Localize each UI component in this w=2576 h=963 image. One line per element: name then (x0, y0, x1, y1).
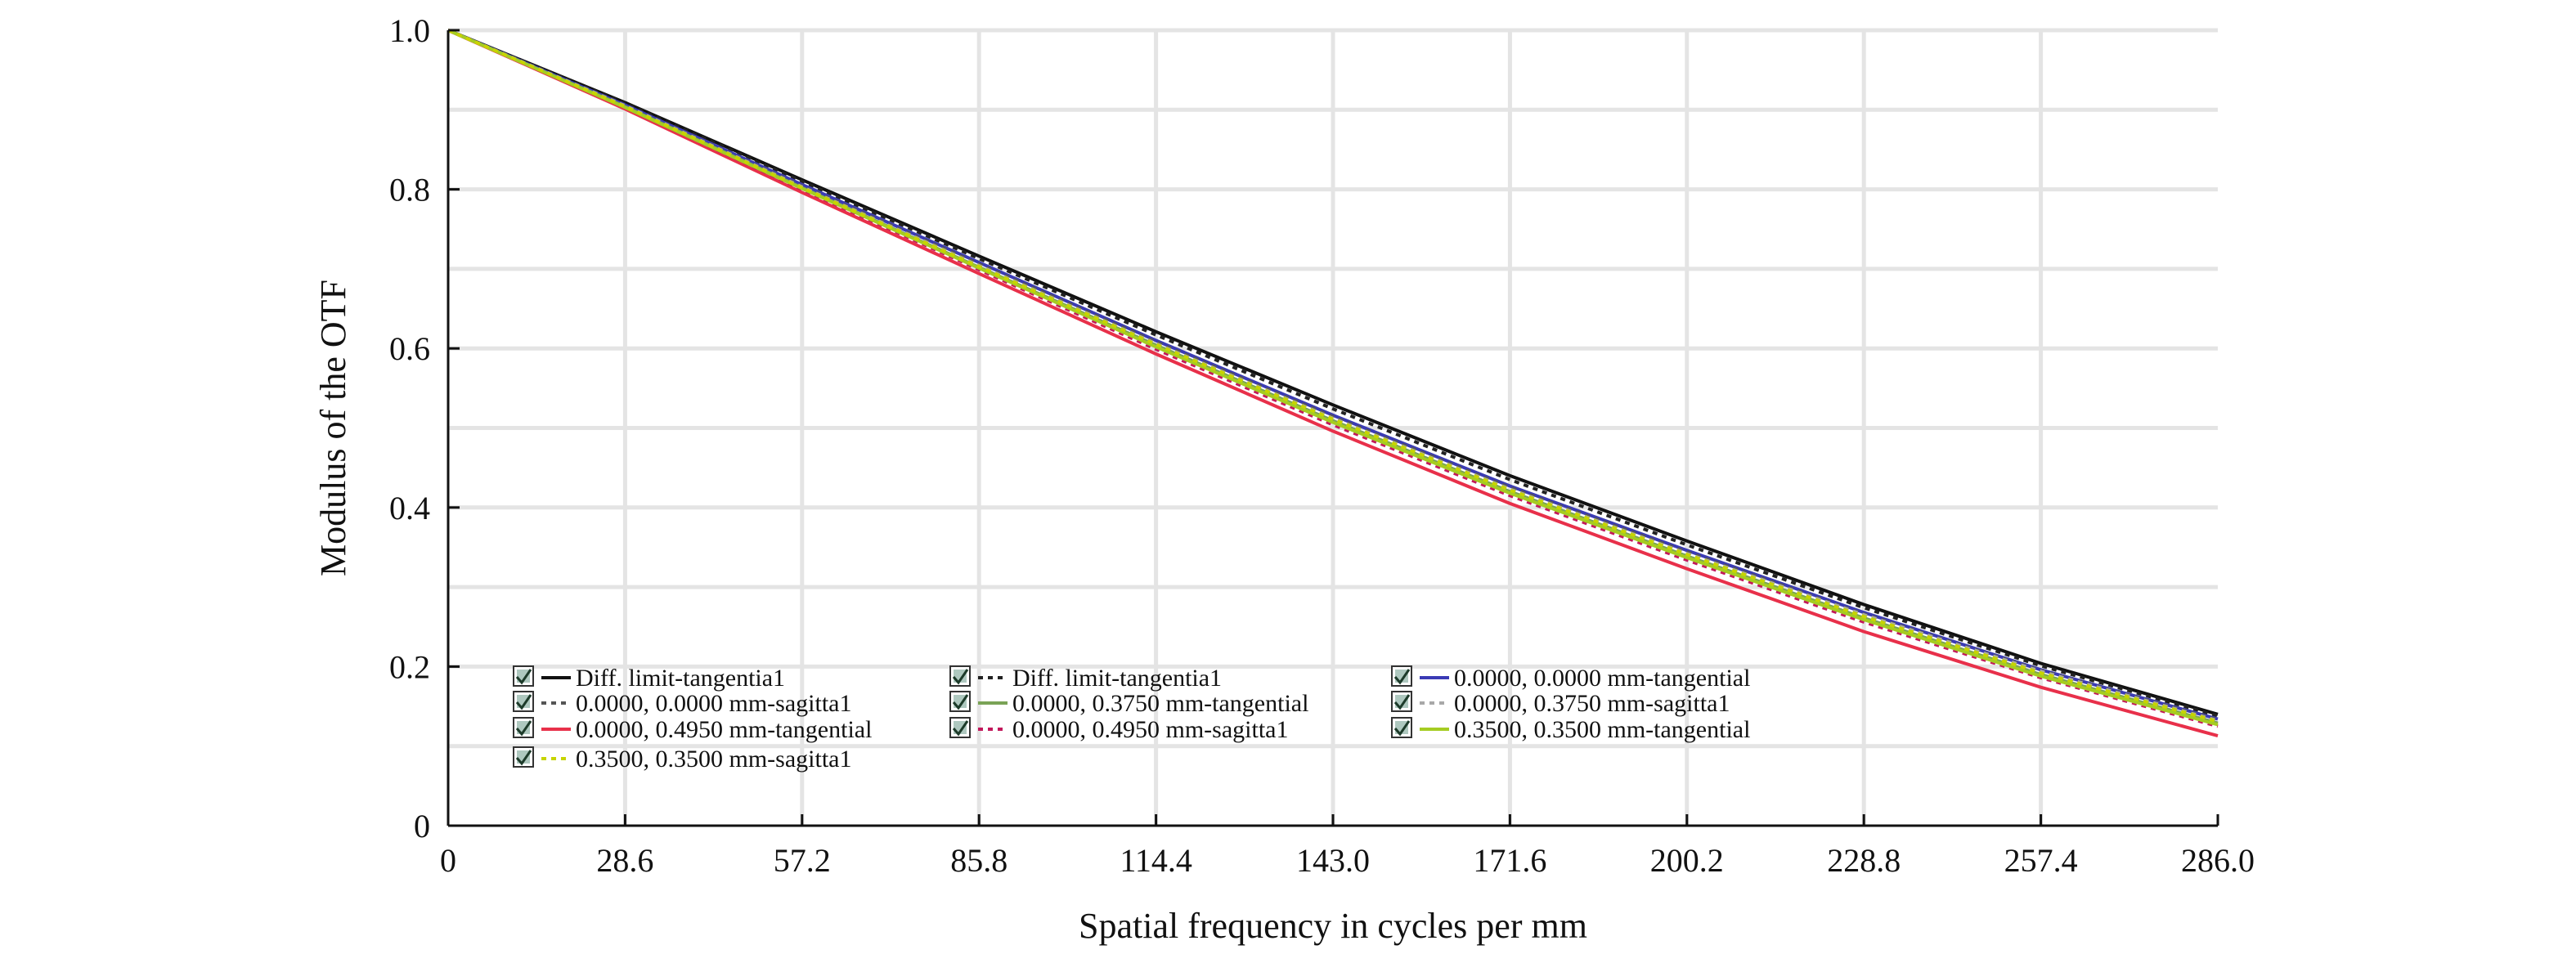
x-tick-label: 257.4 (2004, 842, 2078, 879)
x-tick-label: 200.2 (1650, 842, 1724, 879)
check-icon (952, 669, 969, 685)
legend-label: 0.0000, 0.4950 mm-tangential (576, 716, 872, 743)
legend-entry-7: 0.0000, 0.4950 mm-tangential (513, 716, 872, 743)
y-tick-label: 0.8 (389, 172, 430, 208)
x-tick-label: 228.8 (1827, 842, 1901, 879)
check-icon (1393, 694, 1411, 710)
x-tick-label: 57.2 (774, 842, 831, 879)
series-line-2 (447, 29, 2219, 718)
legend-label: 0.0000, 0.0000 mm-sagitta1 (576, 690, 851, 717)
y-tick-label: 0.6 (389, 330, 430, 367)
legend-entry-1: Diff. limit-tangentia1 (513, 665, 785, 692)
legend-label: Diff. limit-tangentia1 (576, 665, 785, 692)
y-tick-label: 1.0 (389, 12, 430, 49)
check-icon (515, 694, 532, 710)
legend-label: 0.0000, 0.4950 mm-sagitta1 (1012, 716, 1288, 743)
series-layer (447, 29, 2219, 738)
x-tick-label: 28.6 (596, 842, 653, 879)
y-tick-label: 0.4 (389, 490, 430, 526)
legend-label: 0.3500, 0.3500 mm-tangential (1454, 716, 1750, 743)
legend-entry-6: 0.0000, 0.3750 mm-sagitta1 (1391, 690, 1730, 717)
x-tick-label: 0 (440, 842, 456, 879)
x-axis-title: Spatial frequency in cycles per mm (1079, 906, 1587, 946)
legend-entry-10: 0.3500, 0.3500 mm-sagitta1 (513, 746, 851, 773)
legend-label: 0.0000, 0.3750 mm-tangential (1012, 690, 1308, 717)
y-tick-label: 0 (414, 808, 430, 844)
legend-entry-2: Diff. limit-tangentia1 (949, 665, 1222, 692)
y-tick-label: 0.2 (389, 648, 430, 685)
legend-entry-5: 0.0000, 0.3750 mm-tangential (949, 690, 1308, 717)
check-icon (1393, 720, 1411, 737)
x-tick-label: 286.0 (2181, 842, 2255, 879)
legend-label: 0.0000, 0.0000 mm-tangential (1454, 665, 1750, 692)
check-icon (515, 720, 532, 737)
legend-entry-9: 0.3500, 0.3500 mm-tangential (1391, 716, 1750, 743)
legend-entry-3: 0.0000, 0.0000 mm-tangential (1391, 665, 1750, 692)
check-icon (1393, 669, 1411, 685)
y-axis-title: Modulus of the OTF (313, 280, 353, 576)
series-line-7 (447, 29, 2219, 738)
x-tick-label: 143.0 (1296, 842, 1370, 879)
legend-label: Diff. limit-tangentia1 (1012, 665, 1222, 692)
x-tick-label: 85.8 (950, 842, 1008, 879)
check-icon (515, 750, 532, 766)
check-icon (952, 720, 969, 737)
legend-label: 0.0000, 0.3750 mm-sagitta1 (1454, 690, 1730, 717)
x-tick-label: 171.6 (1473, 842, 1546, 879)
check-icon (515, 669, 532, 685)
check-icon (952, 694, 969, 710)
series-line-1 (447, 29, 2219, 716)
grid-layer (448, 28, 2218, 826)
legend-label: 0.3500, 0.3500 mm-sagitta1 (576, 746, 851, 773)
axes-layer: 0 28.6 57.2 85.8 114.4 143.0 171.6 200.2 228.8 25… (389, 12, 2255, 879)
legend-entry-4: 0.0000, 0.0000 mm-sagitta1 (513, 690, 851, 717)
legend: Diff. limit-tangentia1 Diff. limit-tangen… (513, 665, 1750, 773)
series-line-9 (447, 29, 2219, 727)
legend-entry-8: 0.0000, 0.4950 mm-sagitta1 (949, 716, 1288, 743)
x-tick-label: 114.4 (1120, 842, 1192, 879)
